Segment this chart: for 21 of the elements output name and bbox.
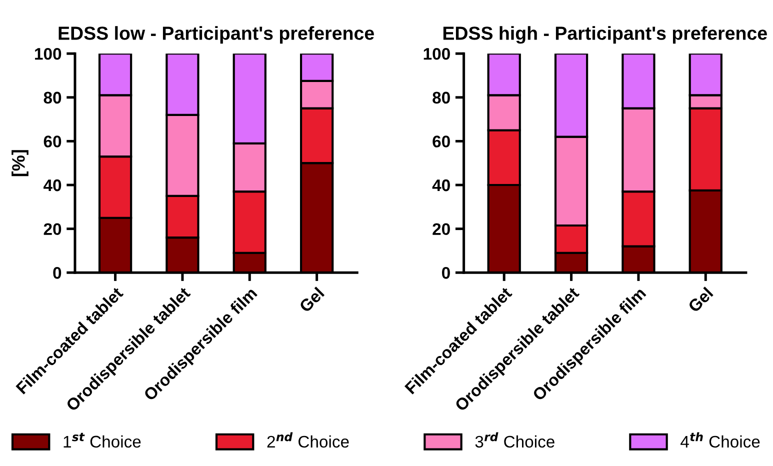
y-axis-title: [%] bbox=[12, 150, 28, 176]
chart-title: EDSS low - Participant's preference bbox=[58, 26, 374, 44]
y-tick-label: 100 bbox=[35, 48, 62, 60]
legend-label: 1$^{st}$ Choice bbox=[64, 432, 141, 448]
y-tick-label: 80 bbox=[432, 92, 450, 104]
y-tick-label: 40 bbox=[432, 179, 450, 192]
legend-label: 4$^{th}$ Choice bbox=[680, 432, 760, 448]
x-tick-label: Gel bbox=[298, 286, 325, 313]
y-tick-label: 0 bbox=[442, 267, 450, 279]
legend-label: 3$^{rd}$ Choice bbox=[475, 432, 554, 448]
x-tick-label: Gel bbox=[687, 286, 714, 313]
y-tick-label: 20 bbox=[432, 223, 450, 236]
y-tick-label: 60 bbox=[432, 136, 450, 148]
y-tick-label: 0 bbox=[53, 267, 62, 279]
y-tick-label: 40 bbox=[44, 179, 62, 192]
chart-title: EDSS high - Participant's preference bbox=[443, 26, 767, 44]
legend-label: 2$^{nd}$ Choice bbox=[267, 432, 349, 448]
y-tick-label: 80 bbox=[44, 92, 62, 104]
y-tick-label: 100 bbox=[424, 48, 450, 60]
y-tick-label: 60 bbox=[44, 136, 62, 148]
y-tick-label: 20 bbox=[44, 223, 62, 236]
